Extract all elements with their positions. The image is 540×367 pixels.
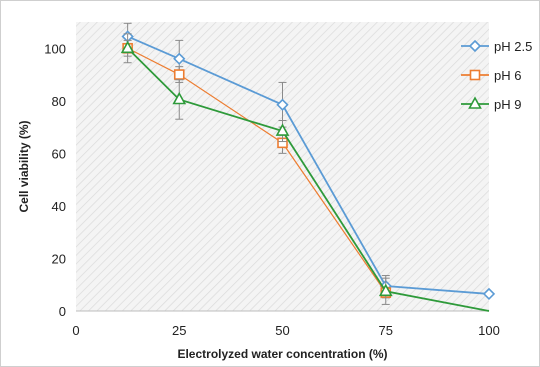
data-point xyxy=(482,287,496,301)
y-tick-label: 100 xyxy=(44,41,66,56)
series-line-ph-6 xyxy=(127,47,387,293)
series-ph-2-5 xyxy=(121,22,496,301)
data-point xyxy=(173,69,185,80)
legend-item: pH 9 xyxy=(461,96,521,112)
legend-marker xyxy=(468,39,482,53)
data-point xyxy=(120,40,135,54)
legend-marker xyxy=(468,96,482,109)
y-tick-label: 20 xyxy=(52,251,66,266)
x-tick-label: 100 xyxy=(478,323,500,338)
y-tick-label: 80 xyxy=(52,94,66,109)
data-point xyxy=(378,283,393,297)
y-tick-label: 60 xyxy=(52,146,66,161)
data-point xyxy=(173,52,186,65)
y-tick-label: 40 xyxy=(52,199,66,214)
y-tick-label: 0 xyxy=(59,304,66,319)
axes: 0 20 40 60 80 100 0 25 50 75 100 xyxy=(44,41,500,338)
legend-item: pH 6 xyxy=(461,68,521,83)
plot-area xyxy=(76,22,489,311)
series-ph-9 xyxy=(120,33,490,312)
legend-label: pH 6 xyxy=(494,68,521,83)
x-tick-label: 50 xyxy=(275,323,289,338)
legend: pH 2.5 pH 6 pH 9 xyxy=(461,39,532,112)
x-tick-label: 0 xyxy=(72,323,79,338)
data-point xyxy=(275,123,290,136)
legend-label: pH 2.5 xyxy=(494,39,532,54)
series-group xyxy=(120,22,496,312)
x-tick-label: 75 xyxy=(379,323,393,338)
legend-item: pH 2.5 xyxy=(461,39,532,54)
data-point xyxy=(172,91,187,105)
x-tick-label: 25 xyxy=(172,323,186,338)
y-axis-title: Cell viability (%) xyxy=(17,120,31,212)
legend-marker xyxy=(469,69,481,81)
x-axis-title: Electrolyzed water concentration (%) xyxy=(177,347,387,361)
data-point xyxy=(276,98,289,111)
legend-label: pH 9 xyxy=(494,97,521,112)
